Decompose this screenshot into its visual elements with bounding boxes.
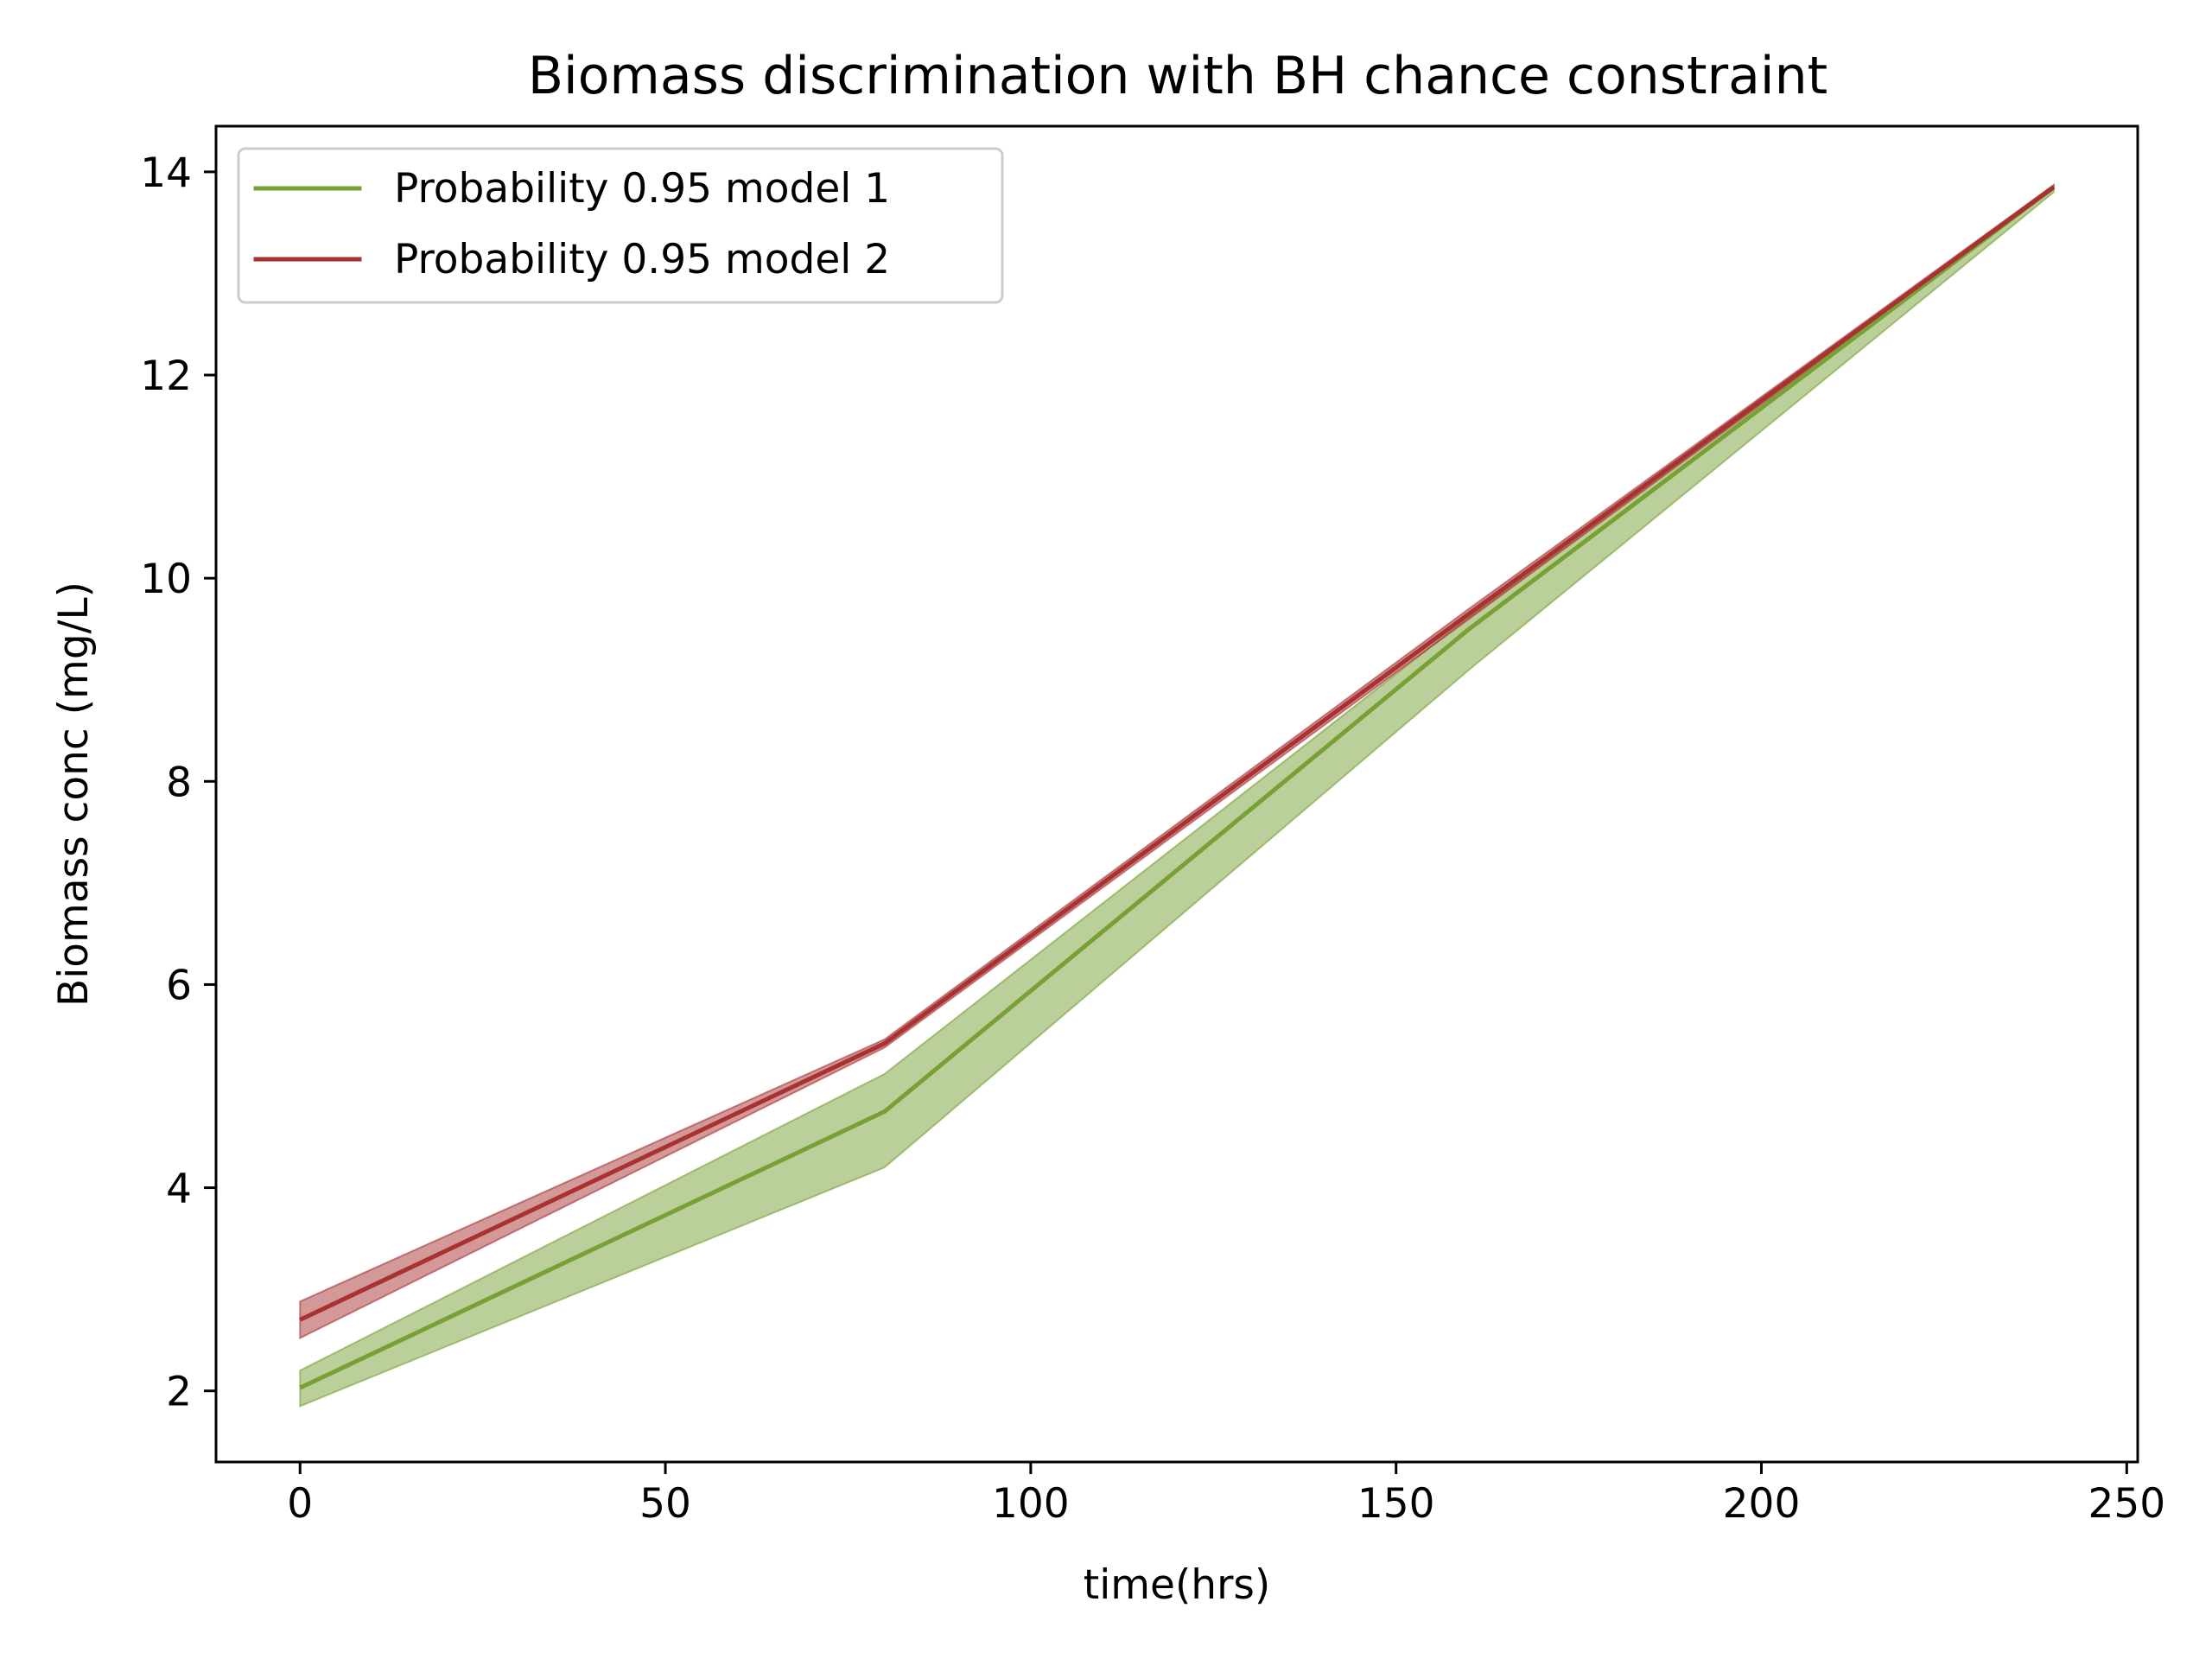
y-tick-label-12: 12: [140, 353, 192, 400]
y-tick-label-2: 2: [166, 1369, 192, 1416]
x-tick-label-150: 150: [1357, 1480, 1435, 1528]
y-tick-label-14: 14: [140, 149, 192, 197]
x-tick-label-200: 200: [1723, 1480, 1801, 1528]
legend-label-model-1: Probability 0.95 model 1: [394, 165, 890, 213]
y-axis-label: Biomass conc (mg/L): [50, 582, 98, 1007]
x-tick-label-100: 100: [992, 1480, 1070, 1528]
y-tick-label-8: 8: [166, 759, 192, 806]
x-axis-ticks: 0 50 100 150 200 250: [287, 1462, 2165, 1528]
legend-box: [237, 147, 1004, 304]
y-tick-label-6: 6: [166, 962, 192, 1009]
series-lines: [299, 185, 2056, 1390]
x-axis-label: time(hrs): [1084, 1561, 1270, 1609]
band-model-1: [299, 183, 2055, 1408]
chart-title: Biomass discrimination with BH chance co…: [528, 46, 1827, 106]
x-tick-label-50: 50: [639, 1480, 691, 1528]
line-model-1: [299, 185, 2056, 1390]
x-tick-label-250: 250: [2088, 1480, 2165, 1528]
plot-frame: [214, 124, 2139, 1464]
y-tick-label-4: 4: [166, 1166, 192, 1213]
legend: Probability 0.95 model 1 Probability 0.9…: [237, 147, 1004, 304]
x-tick-label-0: 0: [287, 1480, 313, 1528]
legend-label-model-2: Probability 0.95 model 2: [394, 236, 890, 283]
line-model-2: [299, 185, 2056, 1322]
y-axis-ticks: 2 4 6 8 10 12 14: [140, 149, 216, 1416]
y-tick-label-10: 10: [140, 556, 192, 603]
